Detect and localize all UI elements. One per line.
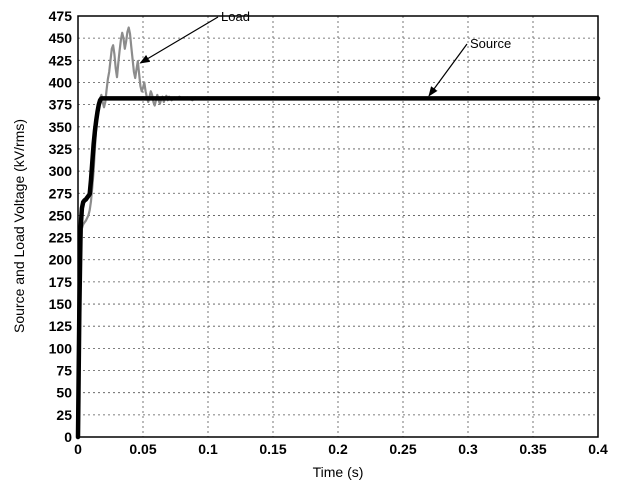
annotation-load: Load <box>139 9 250 64</box>
y-tick-label: 375 <box>49 97 73 113</box>
tick-labels: 0 0.05 0.1 0.15 0.2 0.25 0.3 0.35 0.4 0 25 50 75 100 1… <box>49 8 608 457</box>
y-tick-label: 75 <box>56 363 72 379</box>
annotation-label: Load <box>221 9 250 24</box>
y-tick-label: 150 <box>49 296 73 312</box>
y-tick-label: 425 <box>49 52 73 68</box>
x-tick-label: 0.3 <box>458 441 478 457</box>
series-line-source <box>75 96 601 440</box>
x-tick-label: 0 <box>74 441 82 457</box>
x-tick-label: 0.4 <box>588 441 608 457</box>
annotation-source: Source <box>428 36 511 97</box>
y-tick-label: 400 <box>49 74 73 90</box>
annotations: Load Source <box>139 9 511 97</box>
y-tick-label: 350 <box>49 119 73 135</box>
y-axis-label: Source and Load Voltage (kV/rms) <box>11 119 27 333</box>
y-tick-label: 475 <box>49 8 73 24</box>
plot-frame <box>77 15 599 438</box>
x-tick-label: 0.1 <box>198 441 218 457</box>
y-tick-label: 0 <box>64 429 72 445</box>
y-tick-label: 300 <box>49 163 73 179</box>
y-tick-label: 225 <box>49 230 73 246</box>
grid-lines <box>78 16 598 437</box>
y-tick-label: 450 <box>49 30 73 46</box>
x-tick-label: 0.15 <box>259 441 286 457</box>
annotation-arrow <box>139 16 219 64</box>
y-tick-label: 100 <box>49 340 73 356</box>
y-tick-label: 175 <box>49 274 73 290</box>
y-tick-label: 50 <box>56 385 72 401</box>
y-tick-label: 200 <box>49 252 73 268</box>
annotation-arrow <box>428 43 468 97</box>
y-tick-label: 125 <box>49 318 73 334</box>
y-tick-label: 275 <box>49 185 73 201</box>
y-tick-label: 25 <box>56 407 72 423</box>
x-tick-label: 0.05 <box>129 441 156 457</box>
x-tick-label: 0.2 <box>328 441 348 457</box>
annotation-label: Source <box>470 36 511 51</box>
series-layer <box>75 26 601 440</box>
y-tick-label: 250 <box>49 207 73 223</box>
y-tick-label: 325 <box>49 141 73 157</box>
x-tick-label: 0.35 <box>519 441 546 457</box>
x-tick-label: 0.25 <box>389 441 416 457</box>
x-axis-label: Time (s) <box>313 464 364 480</box>
